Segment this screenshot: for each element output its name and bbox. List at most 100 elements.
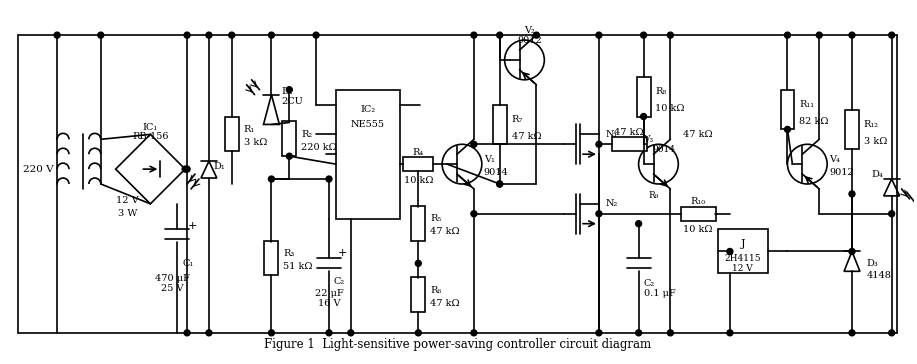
Text: 3 W: 3 W — [118, 209, 138, 218]
Text: R₂: R₂ — [301, 130, 313, 139]
Circle shape — [415, 260, 421, 266]
Circle shape — [98, 32, 104, 38]
Circle shape — [596, 32, 602, 38]
Circle shape — [668, 330, 673, 336]
Text: R₄: R₄ — [413, 148, 424, 157]
Text: 82 kΩ: 82 kΩ — [800, 117, 829, 126]
Circle shape — [668, 32, 673, 38]
Circle shape — [497, 181, 503, 187]
Text: 22 μF: 22 μF — [315, 289, 343, 298]
Text: D₄: D₄ — [871, 170, 883, 179]
Text: R₅: R₅ — [430, 214, 441, 223]
Text: R₁₁: R₁₁ — [800, 100, 814, 109]
Bar — [412, 206, 425, 241]
Text: 4148: 4148 — [867, 271, 891, 280]
Circle shape — [641, 114, 646, 119]
Circle shape — [889, 211, 895, 217]
Text: 47 kΩ: 47 kΩ — [512, 132, 541, 141]
Circle shape — [269, 330, 274, 336]
Text: R₆: R₆ — [430, 286, 442, 295]
Text: C₂: C₂ — [334, 277, 345, 286]
Bar — [780, 90, 794, 130]
Circle shape — [471, 211, 477, 217]
Circle shape — [269, 176, 274, 182]
Text: V₄: V₄ — [829, 155, 840, 164]
Text: 12 V: 12 V — [733, 264, 753, 273]
Text: R₉: R₉ — [648, 191, 658, 201]
Text: 3 kΩ: 3 kΩ — [244, 138, 267, 147]
Circle shape — [641, 32, 646, 38]
Circle shape — [471, 32, 477, 38]
Text: 12 V: 12 V — [116, 196, 138, 205]
Bar — [264, 241, 279, 275]
Circle shape — [727, 330, 733, 336]
Text: V₂: V₂ — [525, 26, 535, 35]
Text: 47 kΩ: 47 kΩ — [430, 298, 459, 308]
Circle shape — [184, 32, 190, 38]
Text: +: + — [187, 221, 197, 231]
Text: 9012: 9012 — [829, 167, 854, 177]
Circle shape — [849, 249, 855, 254]
Text: V₁: V₁ — [484, 155, 494, 164]
Circle shape — [849, 191, 855, 197]
Circle shape — [326, 330, 332, 336]
Text: D₁: D₁ — [214, 162, 226, 171]
Bar — [403, 157, 433, 171]
Circle shape — [206, 330, 212, 336]
Bar — [636, 77, 650, 116]
Text: R₁₀: R₁₀ — [691, 197, 706, 206]
Text: 47 kΩ: 47 kΩ — [613, 128, 644, 137]
Circle shape — [326, 176, 332, 182]
Circle shape — [849, 32, 855, 38]
Text: J: J — [741, 238, 746, 249]
Circle shape — [286, 87, 293, 93]
Circle shape — [182, 166, 188, 172]
Text: D₃: D₃ — [867, 259, 878, 268]
Circle shape — [849, 330, 855, 336]
Bar — [282, 122, 296, 156]
Circle shape — [313, 32, 319, 38]
Circle shape — [184, 330, 190, 336]
Bar — [225, 116, 238, 151]
Text: R₁: R₁ — [244, 125, 255, 134]
Text: N₂: N₂ — [606, 199, 618, 208]
Text: R₃: R₃ — [283, 249, 294, 258]
Circle shape — [497, 32, 503, 38]
Bar — [412, 277, 425, 312]
Text: 51 kΩ: 51 kΩ — [283, 262, 313, 271]
Circle shape — [784, 126, 790, 132]
Circle shape — [471, 141, 477, 147]
Text: C₁: C₁ — [182, 259, 193, 268]
Text: IC₂: IC₂ — [360, 105, 375, 114]
Circle shape — [784, 32, 790, 38]
Text: 16 V: 16 V — [318, 298, 340, 308]
Circle shape — [889, 32, 895, 38]
Circle shape — [286, 153, 293, 159]
Text: NE555: NE555 — [350, 120, 385, 129]
Text: R₇: R₇ — [512, 115, 523, 124]
Circle shape — [635, 330, 642, 336]
Text: 10 kΩ: 10 kΩ — [656, 104, 685, 113]
Circle shape — [727, 249, 733, 254]
Circle shape — [184, 166, 190, 172]
Text: 2CU: 2CU — [282, 97, 304, 106]
Text: R₈: R₈ — [656, 87, 667, 96]
Text: 9014: 9014 — [652, 145, 675, 154]
Bar — [718, 229, 768, 273]
Text: RB-156: RB-156 — [132, 132, 169, 141]
Circle shape — [816, 32, 823, 38]
Circle shape — [497, 181, 503, 187]
Text: 9014: 9014 — [484, 167, 509, 177]
Bar — [845, 110, 859, 149]
Text: D₂: D₂ — [282, 87, 293, 96]
Circle shape — [228, 32, 235, 38]
Text: +: + — [338, 249, 348, 258]
Circle shape — [596, 211, 602, 217]
Text: 3 kΩ: 3 kΩ — [864, 137, 888, 146]
Circle shape — [471, 330, 477, 336]
Circle shape — [348, 330, 354, 336]
Bar — [492, 104, 506, 144]
Circle shape — [206, 32, 212, 38]
Text: N₁: N₁ — [606, 130, 618, 139]
Text: 10 kΩ: 10 kΩ — [403, 175, 433, 185]
